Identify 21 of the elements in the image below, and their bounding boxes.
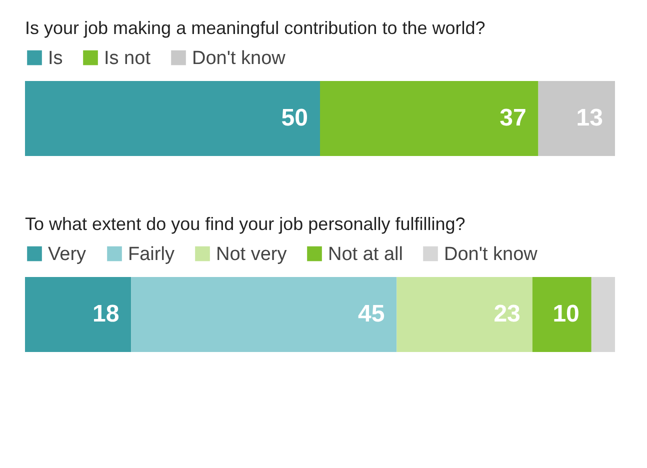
legend-label: Very bbox=[48, 244, 87, 265]
bar bbox=[25, 277, 132, 352]
chart-title: To what extent do you find your job personally fulfilling? bbox=[25, 214, 466, 234]
data-label: 23 bbox=[494, 300, 520, 328]
data-label: 18 bbox=[92, 300, 120, 328]
legend-label: Don't know bbox=[444, 244, 538, 265]
data-label: 37 bbox=[500, 104, 526, 132]
data-label: 10 bbox=[552, 300, 580, 328]
data-label: 50 bbox=[281, 104, 308, 132]
legend-label: Fairly bbox=[128, 244, 175, 265]
chart-title: Is your job making a meaningful contribution to the world? bbox=[25, 18, 486, 38]
bar bbox=[131, 277, 397, 352]
legend-label: Don't know bbox=[192, 48, 286, 69]
legend-label: Is bbox=[48, 48, 63, 69]
legend-label: Is not bbox=[104, 48, 152, 69]
bar bbox=[396, 277, 532, 352]
data-label: 45 bbox=[358, 300, 385, 328]
bar bbox=[591, 277, 615, 352]
bar bbox=[532, 277, 592, 352]
legend-label: Not at all bbox=[328, 244, 403, 265]
legend-label: Not very bbox=[216, 244, 288, 265]
